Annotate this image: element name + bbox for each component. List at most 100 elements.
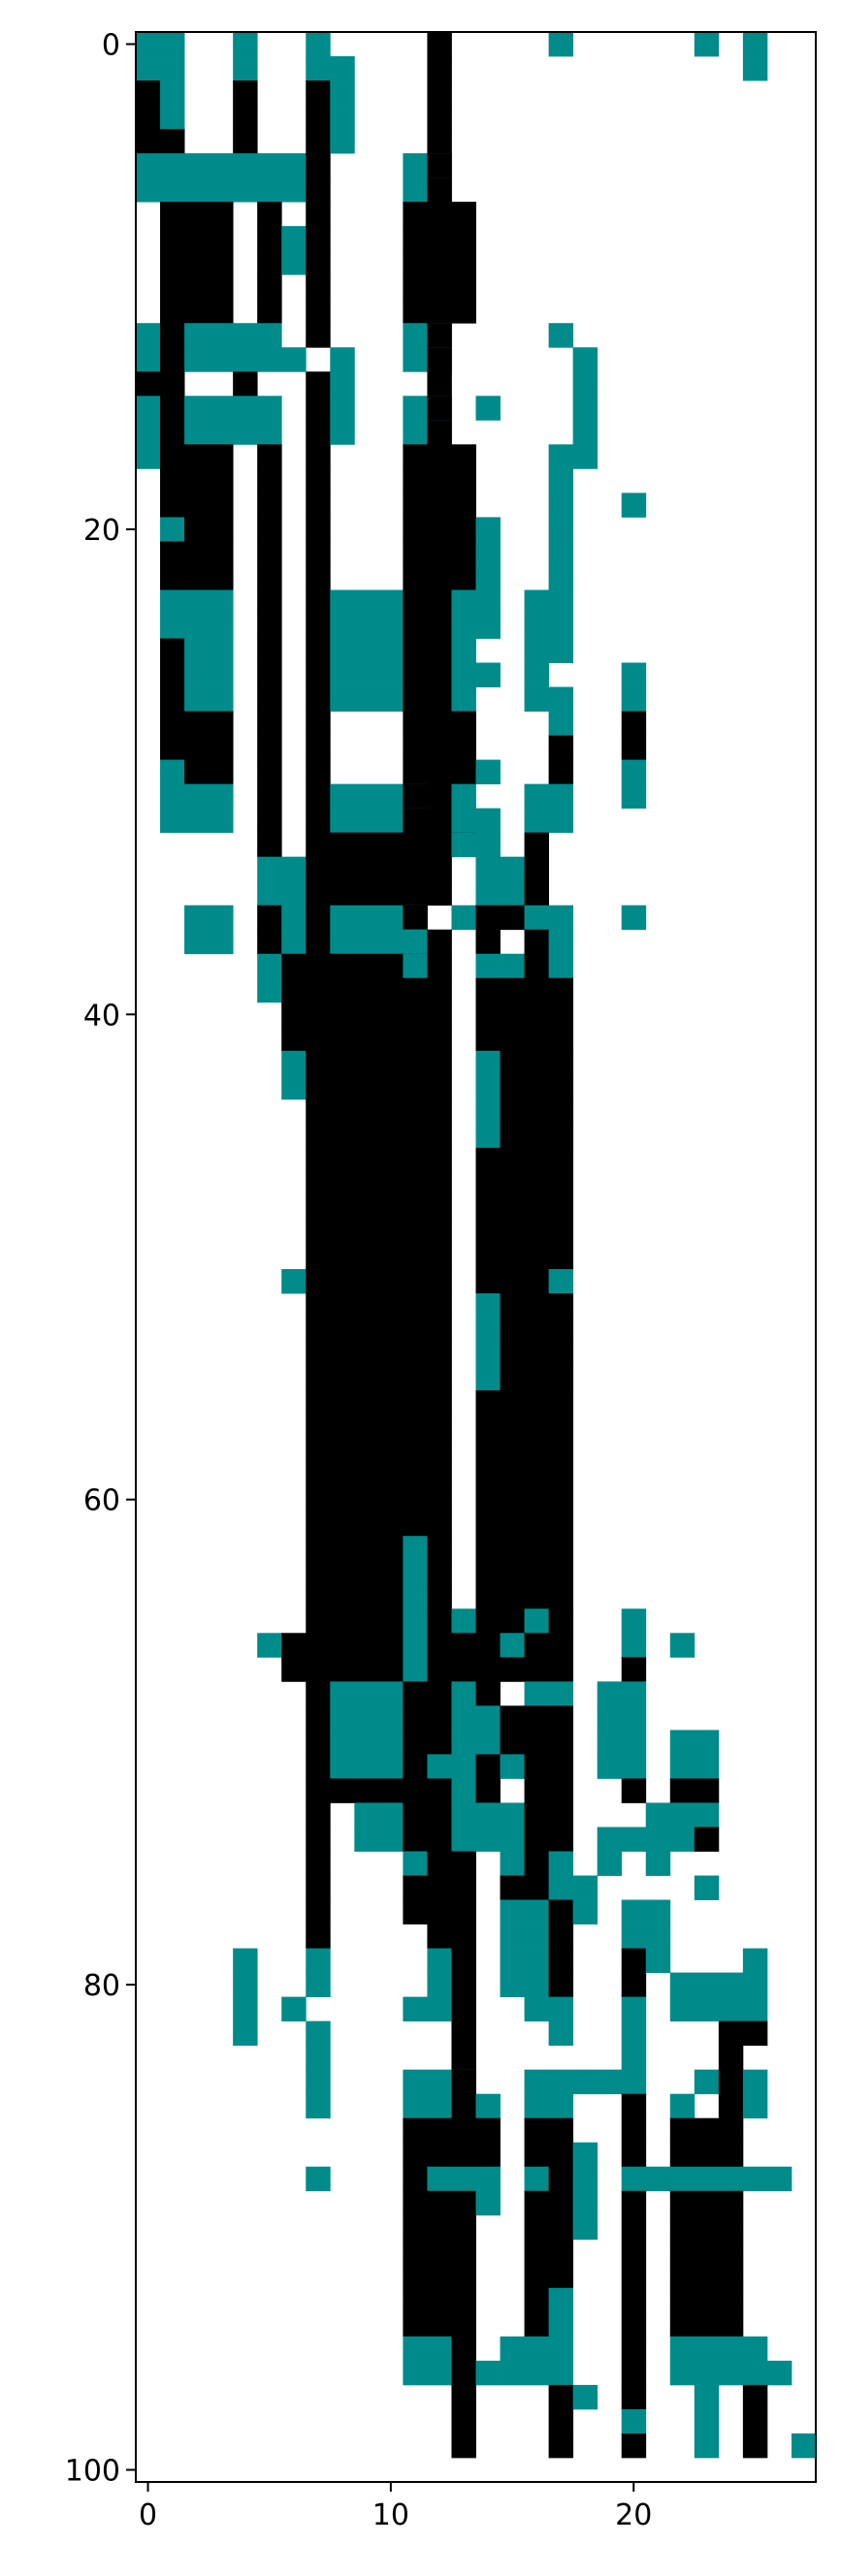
heatmap-cell bbox=[403, 1584, 428, 1609]
heatmap-cell bbox=[427, 1633, 452, 1658]
heatmap-cell bbox=[475, 1463, 574, 1488]
heatmap-cell bbox=[451, 808, 501, 834]
heatmap-cell bbox=[306, 250, 331, 275]
heatmap-cell bbox=[572, 420, 598, 445]
heatmap-cell bbox=[548, 32, 574, 57]
heatmap-cell bbox=[500, 1293, 574, 1319]
heatmap-cell bbox=[160, 250, 234, 275]
heatmap-cell bbox=[427, 1924, 476, 1949]
heatmap-cell bbox=[257, 662, 282, 687]
heatmap-cell bbox=[403, 953, 428, 979]
heatmap-cell bbox=[403, 1730, 452, 1755]
heatmap-cell bbox=[427, 1536, 452, 1561]
heatmap-cell bbox=[257, 759, 282, 785]
heatmap-cell bbox=[306, 32, 331, 57]
heatmap-cell bbox=[500, 1633, 525, 1658]
heatmap-cell bbox=[403, 711, 476, 736]
heatmap-cell bbox=[524, 686, 550, 712]
heatmap-cell bbox=[548, 323, 574, 348]
heatmap-cell bbox=[136, 153, 307, 178]
heatmap-cell bbox=[524, 2214, 574, 2241]
heatmap-cell bbox=[548, 541, 574, 566]
heatmap-cell bbox=[306, 929, 331, 955]
heatmap-cell bbox=[257, 856, 307, 882]
heatmap-cell bbox=[572, 2142, 598, 2168]
heatmap-cell bbox=[451, 1802, 525, 1828]
heatmap-cell bbox=[306, 735, 331, 760]
heatmap-cell bbox=[306, 1730, 331, 1755]
heatmap-cell bbox=[160, 565, 234, 590]
heatmap-cell bbox=[257, 905, 282, 931]
heatmap-cell bbox=[306, 589, 331, 615]
heatmap-cell bbox=[330, 1705, 404, 1731]
heatmap-cell bbox=[451, 2336, 476, 2362]
heatmap-cell bbox=[306, 1244, 452, 1270]
heatmap-cell bbox=[427, 880, 452, 906]
heatmap-cell bbox=[281, 250, 307, 275]
heatmap-cell bbox=[621, 2408, 647, 2434]
heatmap-cell bbox=[524, 880, 550, 906]
x-tick-label: 20 bbox=[615, 2498, 652, 2532]
heatmap-cell bbox=[524, 1633, 574, 1658]
heatmap-cell bbox=[403, 541, 476, 566]
heatmap-cell bbox=[475, 1171, 574, 1197]
heatmap-cell bbox=[548, 2384, 574, 2410]
heatmap-cell bbox=[306, 1415, 452, 1440]
heatmap-cell bbox=[306, 1851, 331, 1876]
heatmap-cell bbox=[548, 953, 574, 979]
heatmap-cell bbox=[281, 1996, 307, 2022]
heatmap-cell bbox=[645, 1851, 671, 1876]
heatmap-cell bbox=[524, 832, 550, 858]
heatmap-cell bbox=[645, 1802, 720, 1828]
heatmap-cell bbox=[451, 1948, 476, 1973]
heatmap-cell bbox=[403, 565, 476, 590]
heatmap-cell bbox=[621, 686, 647, 712]
heatmap-cell bbox=[306, 541, 331, 566]
heatmap-cell bbox=[160, 638, 185, 663]
heatmap-cell bbox=[306, 1390, 452, 1415]
heatmap-cell bbox=[427, 396, 452, 421]
heatmap-cell bbox=[742, 2069, 768, 2095]
heatmap-cell bbox=[621, 2045, 647, 2071]
heatmap-cell bbox=[306, 1098, 452, 1125]
heatmap-cell bbox=[475, 929, 501, 955]
heatmap-cell bbox=[330, 1754, 379, 1779]
heatmap-cell bbox=[524, 1608, 550, 1634]
heatmap-cell bbox=[548, 2166, 574, 2192]
heatmap-cell bbox=[330, 105, 355, 130]
heatmap-cell bbox=[403, 1851, 428, 1876]
heatmap-cell bbox=[403, 2166, 428, 2192]
heatmap-cell bbox=[306, 444, 331, 469]
heatmap-cell bbox=[427, 1948, 452, 1973]
heatmap-cell bbox=[306, 493, 331, 518]
heatmap-cell bbox=[621, 1948, 647, 1973]
heatmap-cell bbox=[669, 1730, 720, 1755]
heatmap-cell bbox=[451, 1972, 476, 1997]
heatmap-cell bbox=[257, 565, 282, 590]
heatmap-cell bbox=[451, 686, 476, 712]
heatmap-cell bbox=[403, 2239, 476, 2265]
heatmap-cell bbox=[621, 2287, 647, 2313]
heatmap-cell bbox=[475, 1487, 574, 1512]
heatmap-cell bbox=[306, 1972, 331, 1997]
heatmap-cell bbox=[427, 371, 452, 397]
heatmap-cell bbox=[742, 1948, 768, 1973]
heatmap-cell bbox=[184, 323, 282, 348]
heatmap-cell bbox=[524, 1827, 574, 1852]
heatmap-cell bbox=[621, 1972, 647, 1997]
heatmap-cell bbox=[718, 2045, 744, 2071]
heatmap-cell bbox=[475, 1098, 501, 1125]
heatmap-cell bbox=[306, 56, 331, 81]
heatmap-cell bbox=[281, 1026, 452, 1052]
heatmap-cell bbox=[306, 1511, 452, 1537]
heatmap-cell bbox=[475, 396, 501, 421]
heatmap-cell bbox=[403, 2336, 452, 2362]
x-tick-label: 0 bbox=[139, 2498, 157, 2532]
heatmap-cell bbox=[306, 1560, 404, 1585]
heatmap-cell bbox=[597, 1754, 647, 1779]
heatmap-cell bbox=[306, 80, 331, 106]
heatmap-cell bbox=[160, 541, 185, 566]
heatmap-cell bbox=[621, 662, 647, 687]
heatmap-cell bbox=[403, 1778, 452, 1803]
heatmap-cell bbox=[403, 686, 452, 712]
